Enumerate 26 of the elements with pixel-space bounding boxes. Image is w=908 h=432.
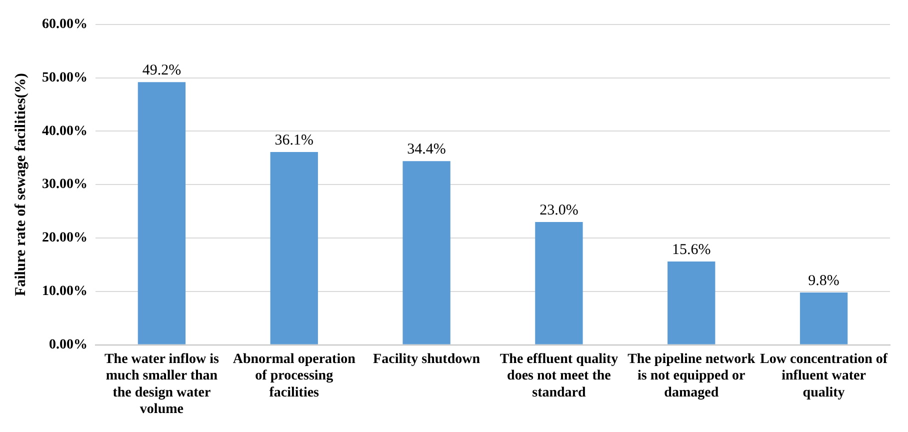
x-tick-label: The pipeline network is not equipped or damaged bbox=[628, 352, 756, 400]
y-tick-label: 10.00% bbox=[42, 284, 88, 300]
x-tick-label: The effluent quality does not meet the standard bbox=[500, 352, 618, 400]
data-label: 15.6% bbox=[672, 242, 711, 258]
x-tick-label: Abnormal operation of processing facilities bbox=[232, 352, 356, 400]
y-tick-label: 40.00% bbox=[42, 124, 88, 139]
y-tick-label: 30.00% bbox=[42, 177, 88, 192]
bar bbox=[138, 82, 186, 344]
bar bbox=[800, 292, 848, 344]
bar bbox=[535, 222, 583, 344]
y-tick-label: 50.00% bbox=[42, 70, 88, 86]
data-label: 23.0% bbox=[540, 202, 578, 218]
y-tick-label: 60.00% bbox=[42, 17, 88, 32]
data-label: 49.2% bbox=[142, 62, 182, 79]
y-tick-label: 0.00% bbox=[49, 337, 88, 352]
y-axis-title: Failure rate of sewage facilities(%) bbox=[12, 73, 29, 296]
data-label: 34.4% bbox=[407, 142, 446, 158]
bar bbox=[402, 161, 450, 344]
x-tick-label: The water inflow is much smaller than the design water volume bbox=[104, 352, 220, 418]
x-tick-label: Low concentration of influent water quality bbox=[760, 352, 888, 400]
bar bbox=[270, 152, 318, 344]
data-label: 9.8% bbox=[808, 272, 840, 289]
x-tick-label: Facility shutdown bbox=[373, 352, 480, 367]
bar bbox=[668, 261, 716, 344]
y-tick-label: 20.00% bbox=[42, 230, 88, 246]
data-label: 36.1% bbox=[274, 132, 314, 148]
